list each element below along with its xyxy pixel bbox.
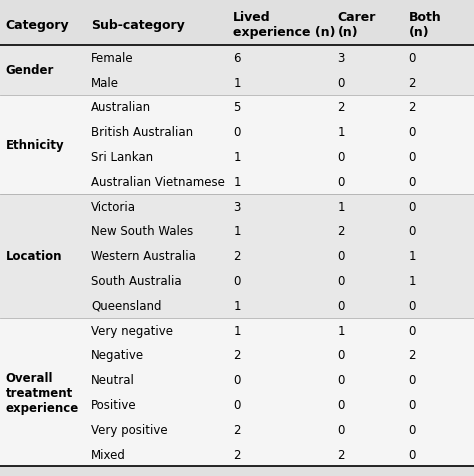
Bar xyxy=(0,367,474,392)
Text: Australian Vietnamese: Australian Vietnamese xyxy=(91,176,225,188)
Text: 0: 0 xyxy=(337,250,345,263)
Text: 0: 0 xyxy=(409,52,416,65)
Text: 0: 0 xyxy=(409,423,416,436)
Text: 2: 2 xyxy=(337,101,345,114)
Bar xyxy=(0,392,474,417)
Text: 2: 2 xyxy=(233,250,241,263)
Text: 0: 0 xyxy=(409,373,416,387)
Text: British Australian: British Australian xyxy=(91,126,193,139)
Text: 0: 0 xyxy=(409,447,416,461)
Text: 0: 0 xyxy=(409,176,416,188)
Bar xyxy=(0,219,474,244)
Bar xyxy=(0,268,474,293)
Text: 2: 2 xyxy=(409,101,416,114)
Text: 1: 1 xyxy=(233,77,241,89)
Text: Category: Category xyxy=(6,19,69,32)
Text: 1: 1 xyxy=(233,151,241,164)
Text: 0: 0 xyxy=(337,151,345,164)
Bar xyxy=(0,343,474,367)
Text: 2: 2 xyxy=(337,447,345,461)
Bar xyxy=(0,318,474,343)
Text: 1: 1 xyxy=(233,176,241,188)
Text: 0: 0 xyxy=(409,200,416,213)
Text: Mixed: Mixed xyxy=(91,447,126,461)
Text: 0: 0 xyxy=(337,299,345,312)
Text: 2: 2 xyxy=(409,348,416,362)
Text: Neutral: Neutral xyxy=(91,373,135,387)
Text: 0: 0 xyxy=(233,373,241,387)
Text: Carer
(n): Carer (n) xyxy=(337,11,376,39)
Text: 0: 0 xyxy=(409,398,416,411)
Text: Overall
treatment
experience: Overall treatment experience xyxy=(6,371,79,414)
Text: Gender: Gender xyxy=(6,64,54,77)
Text: 0: 0 xyxy=(337,398,345,411)
Text: 2: 2 xyxy=(233,423,241,436)
Text: 0: 0 xyxy=(233,274,241,288)
Text: 3: 3 xyxy=(337,52,345,65)
Text: 0: 0 xyxy=(409,126,416,139)
Text: Ethnicity: Ethnicity xyxy=(6,139,64,151)
Text: 0: 0 xyxy=(337,348,345,362)
Text: 0: 0 xyxy=(337,176,345,188)
Text: 0: 0 xyxy=(337,274,345,288)
Text: 1: 1 xyxy=(337,324,345,337)
Text: Australian: Australian xyxy=(91,101,151,114)
Text: 6: 6 xyxy=(233,52,241,65)
Text: 0: 0 xyxy=(233,126,241,139)
Bar xyxy=(0,95,474,120)
Text: Male: Male xyxy=(91,77,119,89)
Text: 1: 1 xyxy=(233,225,241,238)
Text: 5: 5 xyxy=(233,101,241,114)
Bar xyxy=(0,417,474,442)
Text: Positive: Positive xyxy=(91,398,137,411)
Text: Lived
experience (n): Lived experience (n) xyxy=(233,11,336,39)
Bar xyxy=(0,46,474,70)
Text: 0: 0 xyxy=(337,373,345,387)
Bar xyxy=(0,169,474,194)
Text: 2: 2 xyxy=(233,447,241,461)
Text: Sri Lankan: Sri Lankan xyxy=(91,151,153,164)
Bar xyxy=(0,293,474,318)
Text: 2: 2 xyxy=(409,77,416,89)
Text: 0: 0 xyxy=(233,398,241,411)
Text: 2: 2 xyxy=(233,348,241,362)
Text: Female: Female xyxy=(91,52,134,65)
Text: Location: Location xyxy=(6,250,62,263)
Text: 0: 0 xyxy=(409,225,416,238)
Text: Both
(n): Both (n) xyxy=(409,11,441,39)
Bar xyxy=(0,194,474,219)
Text: Queensland: Queensland xyxy=(91,299,162,312)
Bar xyxy=(0,70,474,95)
Text: 0: 0 xyxy=(409,299,416,312)
Text: 0: 0 xyxy=(409,151,416,164)
Text: 1: 1 xyxy=(233,299,241,312)
Text: 1: 1 xyxy=(409,250,416,263)
Bar xyxy=(0,120,474,145)
Text: 1: 1 xyxy=(337,126,345,139)
Bar xyxy=(0,145,474,169)
Text: South Australia: South Australia xyxy=(91,274,182,288)
Text: 2: 2 xyxy=(337,225,345,238)
Bar xyxy=(0,442,474,466)
Text: 3: 3 xyxy=(233,200,241,213)
Text: Sub-category: Sub-category xyxy=(91,19,185,32)
Bar xyxy=(0,5,474,46)
Text: 0: 0 xyxy=(337,77,345,89)
Text: Very negative: Very negative xyxy=(91,324,173,337)
Text: 0: 0 xyxy=(409,324,416,337)
Text: 0: 0 xyxy=(337,423,345,436)
Text: New South Wales: New South Wales xyxy=(91,225,193,238)
Text: 1: 1 xyxy=(337,200,345,213)
Bar xyxy=(0,244,474,268)
Text: Western Australia: Western Australia xyxy=(91,250,196,263)
Text: 1: 1 xyxy=(409,274,416,288)
Text: 1: 1 xyxy=(233,324,241,337)
Text: Negative: Negative xyxy=(91,348,144,362)
Text: Victoria: Victoria xyxy=(91,200,136,213)
Text: Very positive: Very positive xyxy=(91,423,168,436)
